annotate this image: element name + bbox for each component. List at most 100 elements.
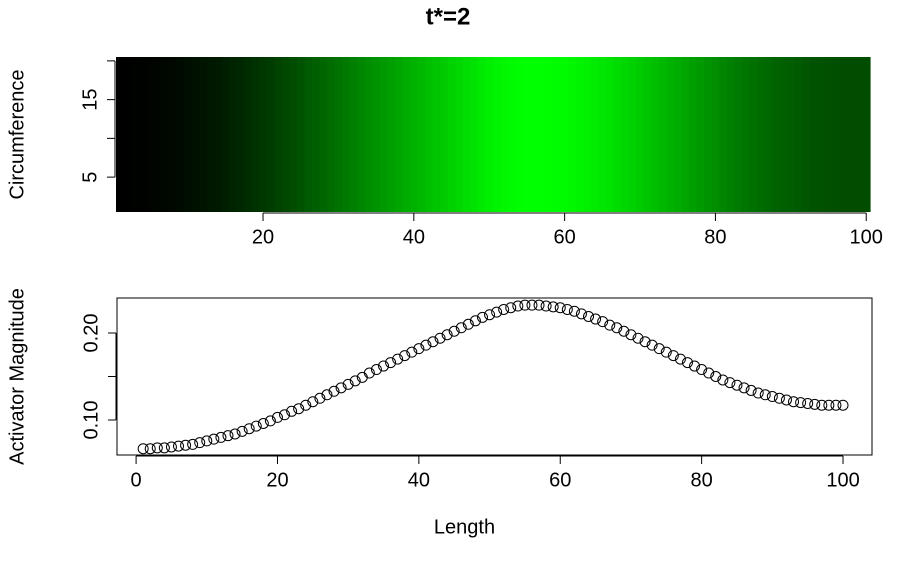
heat-cell (259, 57, 268, 212)
point (632, 332, 644, 344)
y-tick-label: 5 (79, 172, 101, 183)
heat-cell (402, 57, 411, 212)
heat-cell (643, 57, 652, 212)
x-tick-label: 0 (131, 469, 142, 491)
point (420, 339, 432, 351)
point (646, 339, 658, 351)
heat-cell (394, 57, 404, 212)
point (243, 423, 255, 435)
heat-cell (447, 57, 456, 212)
heat-cell (244, 57, 253, 212)
point (215, 431, 227, 443)
heat-cell (734, 57, 743, 212)
heat-cell (696, 57, 705, 212)
point (717, 374, 729, 386)
point (187, 438, 199, 450)
figure-title: t*=2 (426, 3, 471, 30)
heat-cell (131, 57, 140, 212)
heat-cell (621, 57, 630, 212)
heat-cell (440, 57, 449, 212)
heat-cell (304, 57, 313, 212)
heat-cell (553, 57, 562, 212)
point (413, 343, 425, 355)
heat-cell (432, 57, 441, 212)
point (590, 313, 602, 325)
point (724, 377, 736, 389)
heat-cell (847, 57, 856, 212)
heat-cell (334, 57, 343, 212)
point (625, 329, 637, 341)
point (406, 346, 418, 358)
x-tick-label: 60 (549, 469, 571, 491)
heat-cell (296, 57, 306, 212)
point (462, 318, 474, 330)
point (780, 394, 792, 406)
point (583, 310, 595, 322)
point (257, 417, 269, 429)
heat-cell (485, 57, 494, 212)
heat-cell (809, 57, 818, 212)
heat-cell (319, 57, 328, 212)
point (752, 387, 764, 399)
heat-cell (327, 57, 336, 212)
heat-cell (146, 57, 155, 212)
heat-cell (116, 57, 125, 212)
heat-cell (493, 57, 502, 212)
heat-cell (281, 57, 291, 212)
heat-cell (787, 57, 796, 212)
y-axis-title: Circumference (6, 69, 28, 199)
point (222, 430, 234, 442)
x-tick-label: 20 (252, 226, 274, 248)
point (759, 389, 771, 401)
point (173, 440, 185, 452)
point (823, 399, 835, 411)
point (773, 392, 785, 404)
point (554, 302, 566, 314)
point (745, 384, 757, 396)
heat-cell (183, 57, 192, 212)
heat-cell (854, 57, 864, 212)
heat-cell (161, 57, 170, 212)
point (710, 371, 722, 382)
point (392, 353, 404, 365)
heat-cell (839, 57, 848, 212)
point (236, 425, 248, 437)
point (738, 382, 750, 394)
point (498, 303, 510, 315)
heat-cell (470, 57, 479, 212)
heat-cell (689, 57, 698, 212)
point (194, 437, 206, 449)
heat-cell (387, 57, 396, 212)
heat-cell (575, 57, 585, 212)
heat-cell (342, 57, 351, 212)
heat-cell (221, 57, 230, 212)
point (703, 367, 715, 379)
point (731, 379, 743, 391)
point (469, 315, 481, 327)
heat-cell (500, 57, 509, 212)
heat-cell (560, 57, 569, 212)
x-tick-label: 60 (554, 226, 576, 248)
point (314, 392, 326, 404)
point (349, 375, 361, 387)
heat-cell (802, 57, 811, 212)
heat-cell (229, 57, 238, 212)
x-tick-label: 100 (826, 469, 859, 491)
point (427, 336, 439, 348)
heat-cell (206, 57, 215, 212)
point (674, 353, 686, 365)
point (151, 442, 163, 454)
heat-cell (591, 57, 600, 212)
point (180, 439, 192, 451)
heat-cell (681, 57, 690, 212)
heat-cell (568, 57, 577, 212)
point (766, 391, 778, 403)
point (370, 364, 382, 376)
point (378, 360, 390, 372)
point (816, 399, 828, 411)
point (540, 300, 552, 312)
point (667, 350, 679, 362)
point (653, 343, 665, 355)
heat-cell (515, 57, 524, 212)
